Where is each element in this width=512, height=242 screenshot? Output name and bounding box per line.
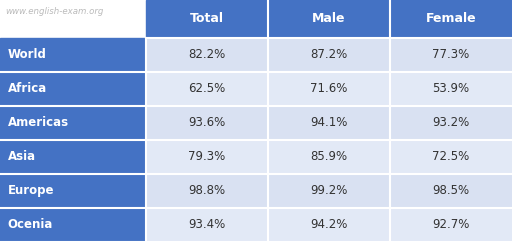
Bar — [146, 208, 268, 242]
Bar — [146, 174, 268, 208]
Text: 72.5%: 72.5% — [432, 150, 470, 163]
Bar — [0, 38, 146, 72]
Bar — [268, 174, 390, 208]
Bar — [268, 38, 390, 72]
Text: 92.7%: 92.7% — [432, 219, 470, 231]
Bar — [0, 174, 146, 208]
Bar — [390, 72, 512, 106]
Text: Americas: Americas — [8, 116, 69, 129]
Bar — [146, 106, 268, 140]
Text: 99.2%: 99.2% — [310, 184, 348, 197]
Bar — [268, 140, 390, 174]
Text: 85.9%: 85.9% — [310, 150, 348, 163]
Text: 94.1%: 94.1% — [310, 116, 348, 129]
Bar — [146, 140, 268, 174]
Text: Female: Female — [425, 12, 476, 25]
Bar — [390, 174, 512, 208]
Bar — [0, 106, 146, 140]
Bar — [146, 72, 268, 106]
Text: 94.2%: 94.2% — [310, 219, 348, 231]
Text: 87.2%: 87.2% — [310, 48, 348, 61]
Text: 53.9%: 53.9% — [433, 82, 470, 95]
Bar — [390, 106, 512, 140]
Text: Total: Total — [190, 12, 224, 25]
Bar — [390, 208, 512, 242]
Text: 93.6%: 93.6% — [188, 116, 226, 129]
Bar — [390, 38, 512, 72]
Text: Africa: Africa — [8, 82, 47, 95]
Text: Male: Male — [312, 12, 346, 25]
Bar — [390, 140, 512, 174]
Text: 93.4%: 93.4% — [188, 219, 226, 231]
Text: World: World — [8, 48, 47, 61]
Text: 93.2%: 93.2% — [432, 116, 470, 129]
Bar — [268, 72, 390, 106]
Bar — [146, 38, 268, 72]
Bar — [0, 140, 146, 174]
Text: Europe: Europe — [8, 184, 54, 197]
Text: 98.8%: 98.8% — [188, 184, 225, 197]
Text: 82.2%: 82.2% — [188, 48, 226, 61]
Text: 79.3%: 79.3% — [188, 150, 226, 163]
Text: 62.5%: 62.5% — [188, 82, 226, 95]
Bar — [0, 208, 146, 242]
Text: www.english-exam.org: www.english-exam.org — [5, 7, 103, 16]
Text: 71.6%: 71.6% — [310, 82, 348, 95]
Bar — [146, 0, 512, 38]
Text: 98.5%: 98.5% — [433, 184, 470, 197]
Bar — [0, 72, 146, 106]
Text: Asia: Asia — [8, 150, 36, 163]
Bar — [268, 106, 390, 140]
Bar — [268, 208, 390, 242]
Text: Ocenia: Ocenia — [8, 219, 53, 231]
Text: 77.3%: 77.3% — [432, 48, 470, 61]
